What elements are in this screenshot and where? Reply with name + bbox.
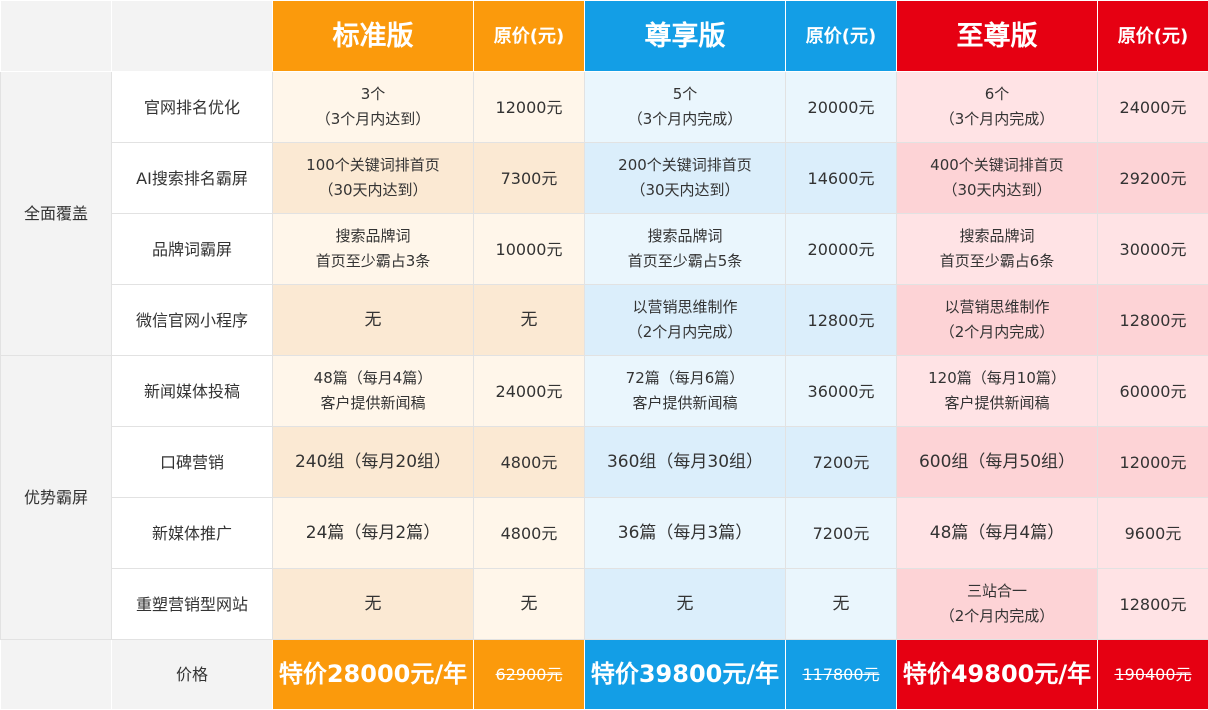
table-row: 全面覆盖 官网排名优化 3个 （3个月内达到） 12000元 5个 （3个月内完成）…	[0, 71, 1208, 356]
premium-price: 36000元	[785, 355, 897, 427]
premium-cell: 36篇（每月3篇）	[584, 497, 786, 569]
supreme-special-price: 特价49800元/年	[896, 639, 1098, 710]
supreme-price: 60000元	[1097, 355, 1208, 427]
standard-price: 4800元	[473, 497, 585, 569]
standard-price: 无	[473, 284, 585, 356]
standard-cell: 无	[272, 284, 474, 356]
standard-cell: 3个 （3个月内达到）	[272, 71, 474, 143]
feature-label: AI搜索排名霸屏	[111, 142, 273, 214]
header-standard: 标准版	[272, 0, 474, 72]
header-supreme: 至尊版	[896, 0, 1098, 72]
supreme-cell: 48篇（每月4篇）	[896, 497, 1098, 569]
supreme-cell: 搜索品牌词 首页至少霸占6条	[896, 213, 1098, 285]
premium-price: 7200元	[785, 426, 897, 498]
supreme-cell: 以营销思维制作 （2个月内完成）	[896, 284, 1098, 356]
feature-label: 官网排名优化	[111, 71, 273, 143]
premium-cell: 以营销思维制作 （2个月内完成）	[584, 284, 786, 356]
standard-cell: 搜索品牌词 首页至少霸占3条	[272, 213, 474, 285]
header-row: 标准版 原价(元) 尊享版 原价(元) 至尊版 原价(元)	[0, 0, 1208, 72]
supreme-price: 29200元	[1097, 142, 1208, 214]
premium-cell: 72篇（每月6篇） 客户提供新闻稿	[584, 355, 786, 427]
premium-price: 无	[785, 568, 897, 640]
premium-price: 14600元	[785, 142, 897, 214]
category-advantage-dominance: 优势霸屏	[0, 355, 112, 640]
header-supreme-original-price: 原价(元)	[1097, 0, 1208, 72]
standard-price: 7300元	[473, 142, 585, 214]
supreme-price: 24000元	[1097, 71, 1208, 143]
standard-cell: 240组（每月20组）	[272, 426, 474, 498]
price-blank	[0, 639, 112, 710]
standard-special-price: 特价28000元/年	[272, 639, 474, 710]
premium-cell: 360组（每月30组）	[584, 426, 786, 498]
supreme-original-total: 190400元	[1097, 639, 1208, 710]
feature-label: 口碑营销	[111, 426, 273, 498]
header-blank-feature	[111, 0, 273, 72]
premium-cell: 5个 （3个月内完成）	[584, 71, 786, 143]
premium-original-total: 117800元	[785, 639, 897, 710]
table-row: 口碑营销 240组（每月20组） 4800元 360组（每月30组） 7200元…	[1, 426, 1208, 498]
supreme-price: 12800元	[1097, 568, 1208, 640]
supreme-cell: 600组（每月50组）	[896, 426, 1098, 498]
premium-price: 20000元	[785, 213, 897, 285]
standard-price: 无	[473, 568, 585, 640]
feature-label: 重塑营销型网站	[111, 568, 273, 640]
standard-price: 10000元	[473, 213, 585, 285]
standard-original-total: 62900元	[473, 639, 585, 710]
feature-label: 新闻媒体投稿	[111, 355, 273, 427]
table-row: 重塑营销型网站 无 无 无 无 三站合一 （2个月内完成） 12800元	[1, 568, 1208, 640]
header-blank-category	[0, 0, 112, 72]
premium-price: 12800元	[785, 284, 897, 356]
premium-special-price: 特价39800元/年	[584, 639, 786, 710]
supreme-cell: 400个关键词排首页 （30天内达到）	[896, 142, 1098, 214]
supreme-price: 12800元	[1097, 284, 1208, 356]
supreme-cell: 6个 （3个月内完成）	[896, 71, 1098, 143]
supreme-price: 9600元	[1097, 497, 1208, 569]
supreme-cell: 120篇（每月10篇） 客户提供新闻稿	[896, 355, 1098, 427]
category-full-coverage: 全面覆盖	[0, 71, 112, 356]
supreme-price: 30000元	[1097, 213, 1208, 285]
feature-label: 品牌词霸屏	[111, 213, 273, 285]
table-row: 品牌词霸屏 搜索品牌词 首页至少霸占3条 10000元 搜索品牌词 首页至少霸占5条…	[1, 213, 1208, 285]
premium-cell: 搜索品牌词 首页至少霸占5条	[584, 213, 786, 285]
supreme-price: 12000元	[1097, 426, 1208, 498]
table-row: 微信官网小程序 无 无 以营销思维制作 （2个月内完成） 12800元 以营销思维…	[1, 284, 1208, 356]
standard-cell: 100个关键词排首页 （30天内达到）	[272, 142, 474, 214]
supreme-cell: 三站合一 （2个月内完成）	[896, 568, 1098, 640]
premium-price: 7200元	[785, 497, 897, 569]
premium-cell: 无	[584, 568, 786, 640]
header-premium: 尊享版	[584, 0, 786, 72]
premium-cell: 200个关键词排首页 （30天内达到）	[584, 142, 786, 214]
feature-label: 新媒体推广	[111, 497, 273, 569]
price-row: 价格 特价28000元/年 62900元 特价39800元/年 117800元 …	[0, 639, 1208, 710]
premium-price: 20000元	[785, 71, 897, 143]
table-row: 新媒体推广 24篇（每月2篇） 4800元 36篇（每月3篇） 7200元 48…	[1, 497, 1208, 569]
table-row: AI搜索排名霸屏 100个关键词排首页 （30天内达到） 7300元 200个关键…	[1, 142, 1208, 214]
header-premium-original-price: 原价(元)	[785, 0, 897, 72]
standard-cell: 24篇（每月2篇）	[272, 497, 474, 569]
standard-cell: 无	[272, 568, 474, 640]
feature-label: 微信官网小程序	[111, 284, 273, 356]
table-row: 优势霸屏 新闻媒体投稿 48篇（每月4篇） 客户提供新闻稿 24000元 72篇（…	[0, 355, 1208, 640]
standard-price: 24000元	[473, 355, 585, 427]
standard-price: 4800元	[473, 426, 585, 498]
header-standard-original-price: 原价(元)	[473, 0, 585, 72]
standard-cell: 48篇（每月4篇） 客户提供新闻稿	[272, 355, 474, 427]
standard-price: 12000元	[473, 71, 585, 143]
price-label: 价格	[111, 639, 273, 710]
